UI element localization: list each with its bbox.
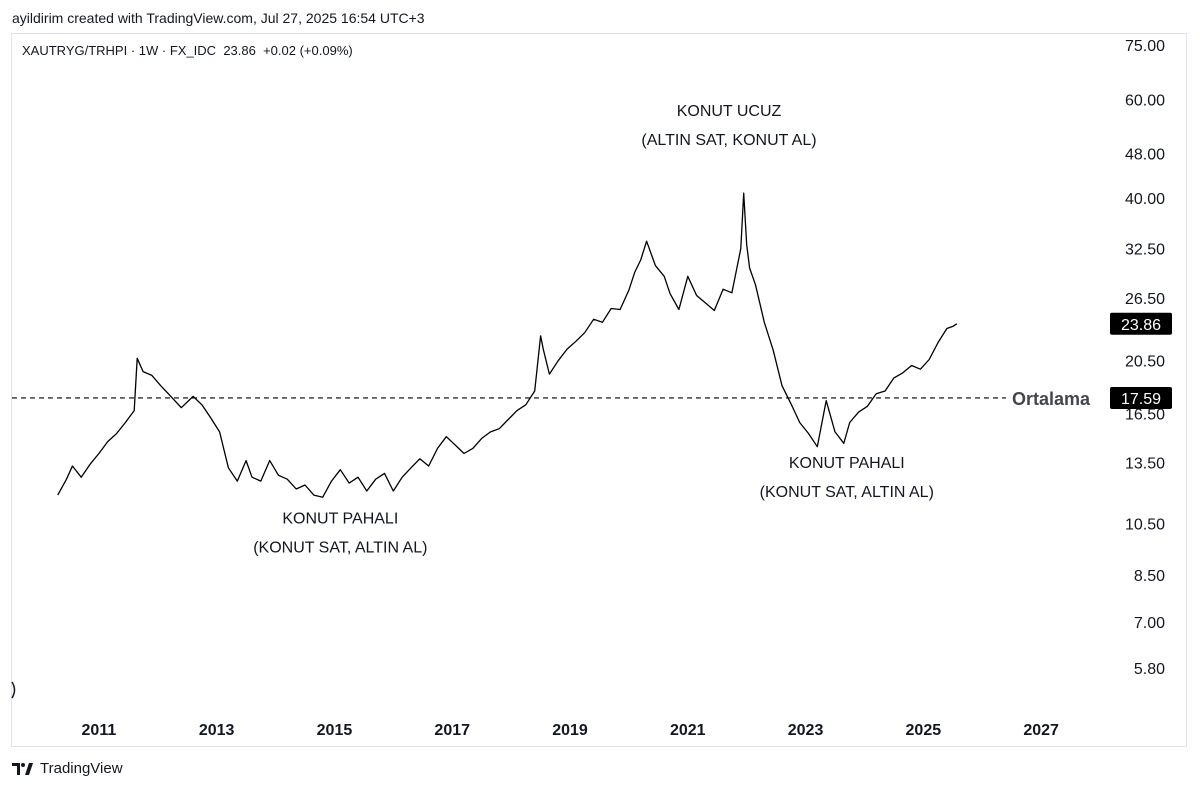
tradingview-brand[interactable]: TradingView <box>12 760 123 777</box>
y-tick-label: 10.50 <box>1125 517 1165 534</box>
y-tick-label: 13.50 <box>1125 455 1165 472</box>
legend-interval[interactable]: 1W <box>138 43 159 58</box>
legend-source: FX_IDC <box>169 43 217 58</box>
series-line <box>57 192 958 498</box>
annotation-text: KONUT UCUZ <box>677 103 782 120</box>
annotation-text: (ALTIN SAT, KONUT AL) <box>641 132 816 149</box>
price-tags-group: 23.86 17.59 <box>1110 312 1172 409</box>
y-tick-label: 26.50 <box>1125 291 1165 308</box>
y-tick-label: 32.50 <box>1125 242 1165 259</box>
x-tick-label: 2017 <box>434 722 470 739</box>
series-group <box>57 192 958 498</box>
y-tick-label: 7.00 <box>1134 615 1165 632</box>
y-tick-label: 75.00 <box>1125 38 1165 55</box>
x-tick-label: 2027 <box>1023 722 1059 739</box>
annotations-group: KONUT PAHALI (KONUT SAT, ALTIN AL) KONUT U… <box>253 103 934 556</box>
y-tick-label: 20.50 <box>1125 354 1165 371</box>
legend-change: +0.02 (+0.09%) <box>263 43 353 58</box>
x-tick-label: 2021 <box>670 722 706 739</box>
x-tick-label: 2025 <box>906 722 942 739</box>
last-price-tag-bg <box>1110 312 1172 335</box>
y-tick-label: 60.00 <box>1125 92 1165 109</box>
annotation-text: (KONUT SAT, ALTIN AL) <box>253 540 427 557</box>
tradingview-logo-icon <box>12 762 33 775</box>
legend-symbol[interactable]: XAUTRYG/TRHPI <box>22 43 128 58</box>
x-tick-label: 2011 <box>82 722 117 739</box>
y-tick-label: 48.00 <box>1125 147 1165 164</box>
brand-name: TradingView <box>40 760 123 777</box>
annotation-text: KONUT PAHALI <box>282 511 398 528</box>
y-axis[interactable]: 75.00 60.00 48.00 40.00 32.50 26.50 20.50 16.50… <box>1125 38 1165 678</box>
y-tick-label: 8.50 <box>1134 568 1165 585</box>
mean-price-tag: 17.59 <box>1121 391 1161 408</box>
legend-last-price: 23.86 <box>223 43 256 58</box>
annotation-text: (KONUT SAT, ALTIN AL) <box>760 484 934 501</box>
annotation-text: KONUT PAHALI <box>789 455 905 472</box>
x-tick-label: 2023 <box>788 722 824 739</box>
y-tick-label: 16.50 <box>1125 407 1165 424</box>
x-tick-label: 2013 <box>199 722 235 739</box>
last-price-tag: 23.86 <box>1121 317 1161 334</box>
y-tick-label: 5.80 <box>1134 661 1165 678</box>
scroll-handle-icon[interactable] <box>11 681 16 699</box>
x-axis[interactable]: 2011 2013 2015 2017 2019 2021 2023 2025 2027 <box>82 722 1059 739</box>
symbol-legend[interactable]: XAUTRYG/TRHPI · 1W · FX_IDC 23.86 +0.02 … <box>22 43 353 58</box>
x-tick-label: 2019 <box>552 722 588 739</box>
chart-credit: ayildirim created with TradingView.com, … <box>12 10 425 26</box>
y-tick-label: 40.00 <box>1125 191 1165 208</box>
mean-line-label: Ortalama <box>1012 389 1091 409</box>
x-tick-label: 2015 <box>317 722 353 739</box>
chart-frame[interactable] <box>11 33 1187 747</box>
mean-price-tag-bg <box>1110 386 1172 409</box>
mean-line-group: Ortalama <box>12 389 1091 409</box>
